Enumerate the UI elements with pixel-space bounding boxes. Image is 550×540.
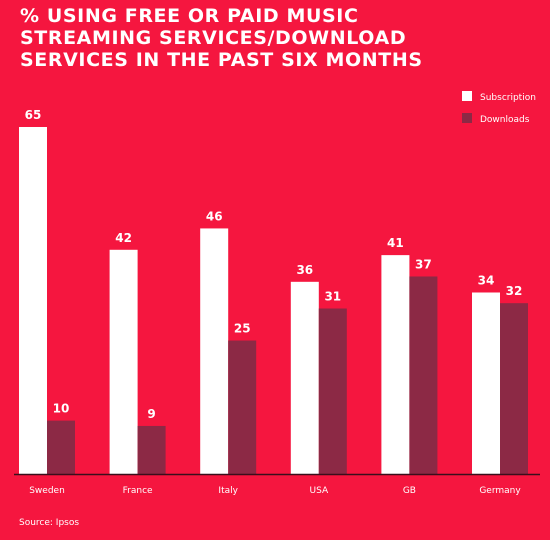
category-label-usa: USA bbox=[309, 486, 328, 496]
chart-title-line-3: SERVICES IN THE PAST SIX MONTHS bbox=[20, 49, 423, 71]
legend: Subscription Downloads bbox=[462, 91, 536, 125]
value-label-downloads-gb: 37 bbox=[415, 257, 432, 271]
bar-subscription-sweden bbox=[19, 127, 47, 474]
category-label-sweden: Sweden bbox=[29, 486, 65, 496]
bar-downloads-france bbox=[137, 425, 166, 474]
value-label-subscription-italy: 46 bbox=[206, 209, 223, 223]
bar-downloads-italy bbox=[228, 340, 257, 474]
category-labels-group: Sweden France Italy USA GB Germany bbox=[29, 486, 521, 496]
value-label-subscription-gb: 41 bbox=[387, 236, 404, 250]
bar-subscription-italy bbox=[200, 228, 229, 474]
chart-title-line-2: STREAMING SERVICES/DOWNLOAD bbox=[20, 27, 407, 49]
value-label-downloads-sweden: 10 bbox=[53, 402, 70, 416]
chart-title-line-1: % USING FREE OR PAID MUSIC bbox=[20, 5, 359, 27]
source-note: Source: Ipsos bbox=[19, 518, 80, 528]
value-label-downloads-france: 9 bbox=[147, 407, 155, 421]
bar-downloads-germany bbox=[500, 303, 528, 474]
bar-subscription-germany bbox=[472, 292, 500, 474]
value-label-subscription-germany: 34 bbox=[478, 273, 495, 287]
value-label-downloads-usa: 31 bbox=[324, 290, 341, 304]
legend-label-subscription: Subscription bbox=[480, 93, 536, 103]
bar-downloads-usa bbox=[318, 308, 347, 474]
bar-downloads-gb bbox=[409, 276, 438, 474]
value-label-subscription-usa: 36 bbox=[296, 263, 313, 277]
bars-group bbox=[19, 127, 528, 474]
bar-downloads-sweden bbox=[47, 420, 75, 474]
chart-title: % USING FREE OR PAID MUSIC STREAMING SER… bbox=[20, 5, 540, 71]
category-label-germany: Germany bbox=[479, 486, 521, 496]
value-label-subscription-france: 42 bbox=[115, 231, 132, 245]
bar-subscription-usa bbox=[290, 281, 319, 474]
category-label-italy: Italy bbox=[218, 486, 238, 496]
bar-subscription-france bbox=[109, 249, 138, 474]
category-label-france: France bbox=[123, 486, 153, 496]
bar-subscription-gb bbox=[381, 255, 410, 474]
value-labels-group: 65 10 42 9 46 25 36 31 41 37 34 32 bbox=[25, 108, 523, 421]
legend-swatch-downloads bbox=[462, 113, 472, 123]
category-label-gb: GB bbox=[403, 486, 416, 496]
value-label-downloads-italy: 25 bbox=[234, 322, 251, 336]
legend-swatch-subscription bbox=[462, 91, 472, 101]
value-label-downloads-germany: 32 bbox=[506, 284, 523, 298]
value-label-subscription-sweden: 65 bbox=[25, 108, 42, 122]
legend-label-downloads: Downloads bbox=[480, 115, 530, 125]
